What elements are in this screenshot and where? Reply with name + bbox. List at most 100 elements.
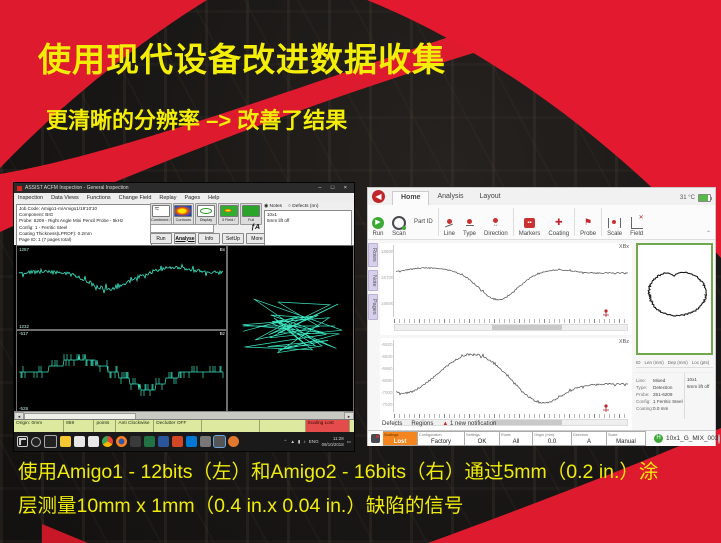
search-icon[interactable] (31, 436, 41, 447)
status-direction[interactable]: Direction A (572, 431, 607, 446)
scale-button[interactable]: Scale (603, 205, 626, 239)
line-button[interactable]: Line (440, 205, 459, 239)
status-configuration[interactable]: Configuration Factory (418, 431, 465, 446)
xbx-label: XBx (618, 244, 629, 250)
probe-position-marker-icon (602, 400, 610, 412)
menu-data-views[interactable]: Data Views (51, 194, 79, 201)
side-tab-note[interactable]: Note (368, 269, 378, 292)
line-icon (445, 218, 454, 228)
part-id-button[interactable]: Part ID (414, 219, 433, 225)
status-origin[interactable]: Origin (mm) 0.0 (533, 431, 572, 446)
task-view-icon[interactable] (44, 435, 57, 448)
window-titlebar[interactable]: ASSIST ACFM Inspection - General Inspect… (14, 183, 354, 193)
field-button[interactable]: Field (626, 205, 647, 239)
notes-radio[interactable]: ◉ Notes (264, 204, 283, 209)
excel-icon[interactable] (144, 436, 155, 447)
menu-pages[interactable]: Pages (184, 194, 201, 201)
regions-tab[interactable]: Regions (411, 421, 434, 427)
info-button[interactable]: Info (198, 233, 220, 244)
teams-icon[interactable] (186, 436, 197, 447)
scroll-thumb[interactable] (492, 325, 563, 330)
field-view-icon (219, 205, 238, 217)
battery-icon[interactable]: ▮ (297, 438, 301, 444)
defects-radio[interactable]: ○ Defects (nn) (288, 204, 319, 209)
document-icon[interactable] (74, 436, 85, 447)
info-job-code: Job Code: Amigo1-m/Amigo1/18'10'10 (19, 206, 98, 211)
network-icon[interactable]: ▲ (290, 439, 295, 444)
start-button-icon[interactable] (17, 436, 28, 447)
defects-tab[interactable]: Defects (382, 421, 403, 427)
status-settings[interactable]: Settings OK (465, 431, 500, 446)
xbx-scrollbar[interactable] (394, 324, 628, 331)
bx-ymin-label: 1232 (19, 324, 30, 329)
tab-home[interactable]: Home (392, 191, 430, 205)
volume-icon[interactable]: ♪ (303, 439, 306, 444)
document-icon[interactable] (88, 436, 99, 447)
menu-replay[interactable]: Replay (159, 194, 177, 201)
back-button[interactable]: ◀ (372, 190, 385, 203)
notification-message[interactable]: ▲ 1 new notification (442, 421, 497, 427)
ribbon-separator (574, 208, 576, 236)
setup-button[interactable]: SetUp (222, 233, 244, 244)
powerpoint-icon[interactable] (172, 436, 183, 447)
combined-label: Combined / (151, 218, 171, 222)
run-button[interactable]: Run (150, 233, 172, 244)
tab-layout[interactable]: Layout (479, 193, 501, 200)
contours-view-button[interactable]: Contours (172, 203, 195, 225)
menu-inspection[interactable]: Inspection (18, 194, 44, 201)
status-rows[interactable]: Rows All (500, 431, 533, 446)
scan-button[interactable]: Scan (388, 205, 410, 239)
firefox-icon[interactable] (116, 436, 127, 447)
job-info-panel: Job Code: Amigo1-m/Amigo1/18'10'10 Compo… (16, 204, 152, 246)
language-indicator[interactable]: ENG (308, 439, 319, 444)
file-explorer-icon[interactable] (60, 436, 71, 447)
sync-status-icon: H (654, 434, 663, 443)
probe-button[interactable]: ⚑ Probe (580, 217, 597, 237)
analyse-button[interactable]: Analyse (174, 233, 196, 244)
type-button[interactable]: Type (459, 205, 480, 239)
notes-text-area[interactable]: 10x1 5mm lift off (264, 210, 352, 246)
xbz-signal-trace (396, 353, 628, 404)
side-tab-rows[interactable]: Rows (368, 243, 378, 267)
combined-view-button[interactable]: Combined / (150, 203, 172, 225)
word-icon[interactable] (158, 436, 169, 447)
status-scale[interactable]: Scale Manual (607, 431, 646, 446)
slide-title: 使用现代设备改进数据收集 (38, 41, 446, 78)
active-app-icon[interactable] (213, 435, 226, 448)
app-orange-icon[interactable] (228, 436, 239, 447)
display-view-button[interactable]: Display (195, 203, 217, 225)
chrome-icon[interactable] (102, 436, 113, 447)
bx-channel-label: Bx (219, 247, 225, 252)
fa-annotation-icon[interactable]: ƒA (251, 224, 260, 231)
menu-change-field[interactable]: Change Field (118, 194, 152, 201)
side-tab-pages[interactable]: Pages (368, 294, 378, 320)
ribbon-collapse-icon[interactable]: ⌃ (705, 231, 711, 237)
field-icon (630, 214, 644, 229)
status-scalings[interactable]: Scalings Lost (383, 431, 418, 446)
window-controls[interactable]: – □ × (318, 185, 351, 191)
tool-app-icon[interactable] (130, 436, 141, 447)
device-icon[interactable] (200, 436, 211, 447)
info-config: Config: 1 - Ferritic Steel (19, 224, 68, 230)
detail-line: Mixed (653, 378, 666, 383)
scroll-thumb[interactable] (492, 420, 563, 425)
current-file-name: 10x1_G_MIX_003 (666, 435, 719, 442)
taskbar-clock[interactable]: 11:28 08/10/2018 (322, 436, 344, 447)
menu-help[interactable]: Help (208, 194, 220, 201)
tray-expand-icon[interactable]: ⌃ (283, 438, 288, 444)
tab-analysis[interactable]: Analysis (437, 193, 464, 200)
direction-button[interactable]: ↔ Direction (480, 205, 512, 239)
menu-functions[interactable]: Functions (86, 194, 111, 201)
action-center-icon[interactable]: ▭ (346, 438, 351, 444)
x-axis-ruler (394, 414, 628, 418)
slide-caption: 使用Amigo1 - 12bits（左）和Amigo2 - 16bits（右）通… (18, 455, 658, 523)
run-button[interactable]: ▶ Run (372, 216, 384, 237)
full-view-button[interactable]: Full (240, 203, 262, 225)
xbz-scrollbar[interactable] (394, 419, 628, 426)
coating-button[interactable]: ✚ Coating (548, 217, 570, 237)
markers-button[interactable]: ▪▪ Markers (518, 217, 541, 237)
ribbon-separator (437, 208, 439, 236)
field-view-button[interactable]: 3 Field / (217, 203, 240, 225)
detail-note-2: 5mm lift off (687, 383, 710, 389)
toolbar-input[interactable] (150, 224, 214, 233)
